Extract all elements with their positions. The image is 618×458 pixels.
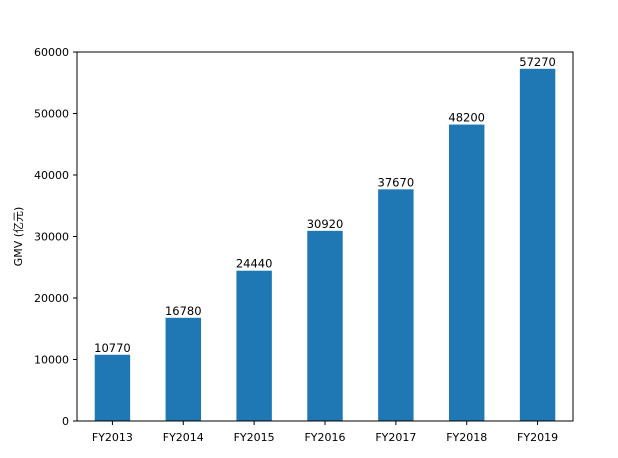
data-label-FY2019: 57270 (519, 55, 556, 69)
x-tick-label-FY2019: FY2019 (517, 431, 558, 444)
bars-layer (94, 68, 556, 422)
x-axis: FY2013 FY2014 FY2015 FY2016 FY2017 FY2018 FY20… (92, 421, 558, 444)
data-label-FY2018: 48200 (448, 111, 485, 125)
data-label-FY2016: 30920 (307, 217, 344, 231)
y-tick-label-10000: 10000 (34, 354, 69, 367)
y-axis-title: GMV (亿元) (12, 207, 25, 267)
y-tick-label-20000: 20000 (34, 292, 69, 305)
data-label-FY2015: 24440 (236, 257, 273, 271)
y-tick-label-60000: 60000 (34, 46, 69, 59)
x-tick-label-FY2013: FY2013 (92, 431, 133, 444)
y-tick-label-50000: 50000 (34, 108, 69, 121)
y-tick-label-0: 0 (62, 415, 69, 428)
x-tick-label-FY2014: FY2014 (163, 431, 204, 444)
y-tick-label-40000: 40000 (34, 169, 69, 182)
x-tick-label-FY2017: FY2017 (375, 431, 416, 444)
bar-FY2014 (165, 317, 201, 421)
plot-frame (76, 51, 574, 422)
bar-FY2017 (378, 189, 414, 421)
bar-FY2016 (307, 230, 343, 421)
x-tick-label-FY2016: FY2016 (304, 431, 345, 444)
bar-FY2019 (519, 68, 556, 422)
x-tick-label-FY2015: FY2015 (234, 431, 275, 444)
y-axis: 0 10000 20000 30000 40000 50000 60000 (34, 46, 77, 428)
y-tick-label-30000: 30000 (34, 231, 69, 244)
data-label-FY2017: 37670 (378, 175, 415, 189)
bar-FY2013 (94, 354, 131, 421)
data-label-FY2014: 16780 (165, 304, 202, 318)
bar-FY2018 (449, 124, 485, 421)
x-tick-label-FY2018: FY2018 (446, 431, 487, 444)
data-label-FY2013: 10770 (94, 341, 131, 355)
data-labels-layer: 10770 16780 24440 30920 37670 48200 57270 (94, 55, 556, 355)
bar-FY2015 (236, 270, 272, 421)
